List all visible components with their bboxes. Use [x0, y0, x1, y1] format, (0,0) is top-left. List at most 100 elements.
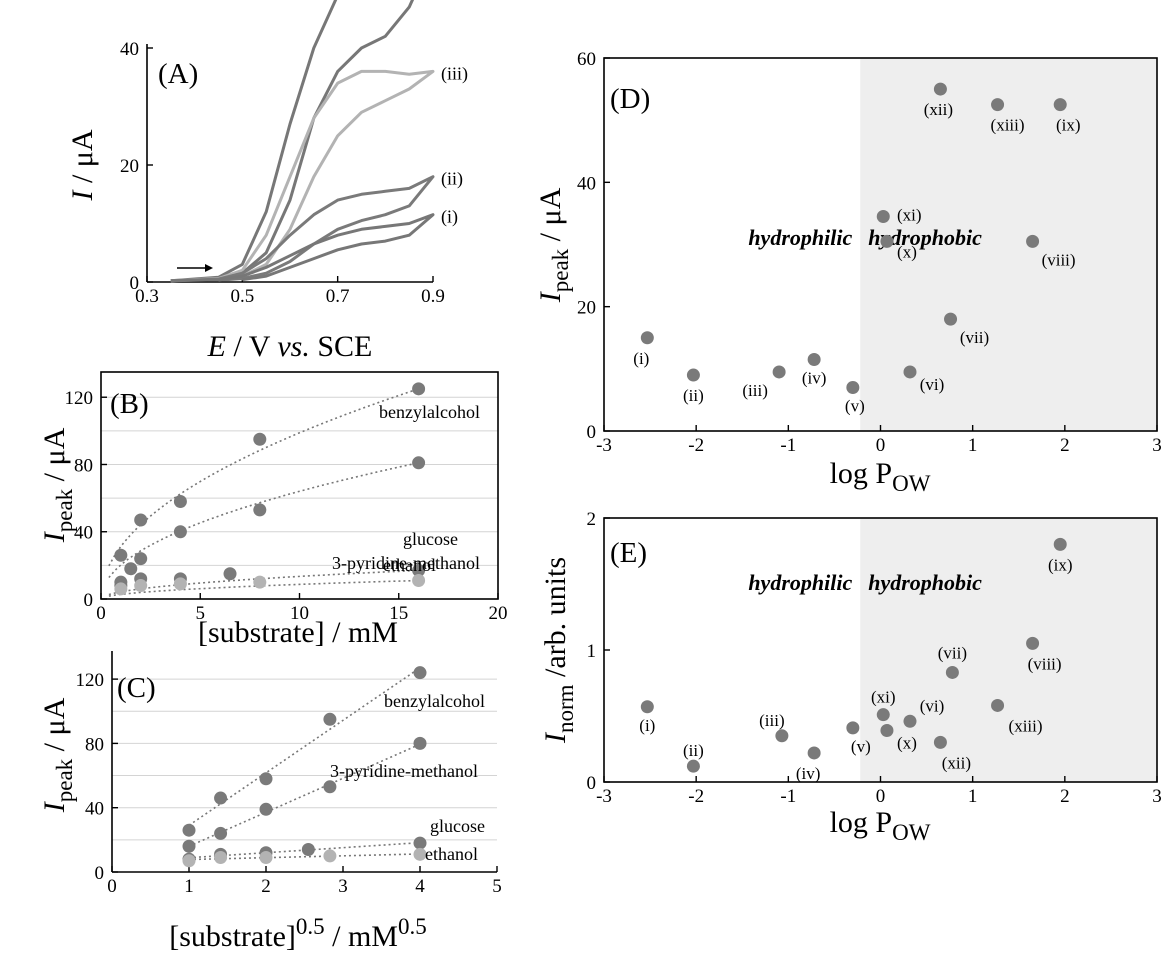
- chart-panel-a: 0.3 0.5 0.7 0.9 0 20 40 (A) I / μA E / V vs. SCE (…: [66, 0, 468, 363]
- data-point: [301, 842, 315, 856]
- curve-label: (iii): [441, 63, 468, 84]
- data-point: [846, 721, 860, 735]
- point-label: (v): [851, 737, 871, 756]
- y-tick-label: 20: [120, 156, 139, 177]
- x-tick-label: 0: [96, 603, 106, 624]
- data-point: [223, 567, 237, 581]
- data-point: [323, 849, 337, 863]
- data-point: [412, 563, 426, 577]
- y-axis-label: Inorm /arb. units: [539, 557, 578, 744]
- arrow-head: [205, 264, 213, 272]
- panel-label: (D): [610, 83, 650, 115]
- data-point: [253, 432, 267, 446]
- data-point: [214, 826, 228, 840]
- series-label: ethanol: [383, 555, 436, 575]
- x-tick-label: 3: [338, 876, 348, 897]
- point-label: (vii): [960, 328, 989, 347]
- hydrophobic-label: hydrophobic: [868, 570, 982, 595]
- data-point: [1026, 636, 1040, 650]
- data-point: [413, 736, 427, 750]
- y-tick-label: 120: [65, 388, 94, 409]
- x-axis-label: [substrate] / mM: [198, 616, 398, 649]
- y-axis-label: Ipeak / μA: [38, 427, 77, 543]
- point-label: (i): [633, 349, 649, 368]
- y-tick-label: 80: [74, 455, 93, 476]
- x-tick-label: 0.5: [230, 286, 254, 307]
- data-point: [944, 312, 958, 326]
- curve-label: (ii): [441, 169, 463, 190]
- cv-curve-iii: [170, 69, 435, 283]
- data-point: [134, 552, 148, 566]
- y-tick-label: 0: [84, 590, 94, 611]
- y-tick-label: 40: [74, 523, 93, 544]
- x-tick-label: 0: [107, 876, 117, 897]
- x-tick-label: 2: [261, 876, 271, 897]
- x-tick-label: 3: [1152, 786, 1162, 807]
- x-tick-label: 0: [876, 786, 886, 807]
- data-point: [182, 854, 196, 868]
- cv-curve-i: [170, 213, 435, 283]
- y-tick-label: 60: [577, 49, 596, 70]
- data-point: [903, 365, 917, 379]
- chart-panel-b: 0 5 10 15 20 0 40 80 120 (B) Ipeak / μA [substrate]…: [38, 371, 508, 649]
- point-label: (xiii): [1009, 716, 1043, 735]
- data-point: [413, 666, 427, 680]
- y-tick-label: 40: [120, 39, 139, 60]
- point-label: (ix): [1056, 116, 1081, 135]
- data-point: [876, 708, 890, 722]
- trend-line: [188, 853, 421, 861]
- x-tick-label: 5: [492, 876, 502, 897]
- data-point: [807, 746, 821, 760]
- data-point: [1053, 537, 1067, 551]
- x-tick-label: 0.3: [135, 286, 159, 307]
- data-point: [1053, 98, 1067, 112]
- data-point: [412, 456, 426, 470]
- data-point: [686, 759, 700, 773]
- x-tick-label: 15: [389, 603, 408, 624]
- data-point: [173, 577, 187, 591]
- x-axis-label: log POW: [830, 457, 931, 496]
- series-label: 3-pyridine-methanol: [330, 761, 478, 781]
- x-axis-label: [substrate]0.5 / mM0.5: [169, 914, 426, 953]
- data-point: [640, 331, 654, 345]
- data-point: [846, 380, 860, 394]
- x-tick-label: 0.9: [421, 286, 445, 307]
- data-point: [933, 735, 947, 749]
- y-tick-label: 0: [95, 863, 105, 884]
- x-tick-label: 1: [968, 435, 978, 456]
- data-point: [134, 579, 148, 593]
- data-point: [323, 712, 337, 726]
- point-label: (xii): [942, 753, 971, 772]
- x-tick-label: 2: [1060, 786, 1070, 807]
- point-label: (viii): [1028, 654, 1062, 673]
- data-point: [991, 98, 1005, 112]
- trend-line: [108, 388, 419, 567]
- x-axis-label: E / V vs. SCE: [207, 330, 373, 363]
- data-point: [686, 368, 700, 382]
- series-label: 3-pyridine-methanol: [332, 553, 480, 573]
- point-label: (iii): [742, 381, 768, 400]
- x-tick-label: 3: [1152, 435, 1162, 456]
- point-label: (vi): [920, 696, 945, 715]
- data-point: [259, 772, 273, 786]
- point-label: (xi): [897, 206, 922, 225]
- point-label: (xi): [871, 688, 896, 707]
- data-point: [876, 210, 890, 224]
- panel-label: (B): [110, 388, 149, 420]
- trend-line: [188, 667, 421, 826]
- point-label: (v): [845, 396, 865, 415]
- point-label: (ix): [1048, 555, 1073, 574]
- data-point: [933, 82, 947, 96]
- data-point: [173, 494, 187, 508]
- point-label: (ii): [683, 386, 704, 405]
- data-point: [214, 851, 228, 865]
- x-axis-label: log POW: [830, 806, 931, 845]
- data-point: [640, 700, 654, 714]
- x-tick-label: 1: [184, 876, 194, 897]
- data-point: [412, 574, 426, 588]
- data-point: [880, 724, 894, 738]
- series-label: glucose: [403, 529, 458, 549]
- cv-curve-ii: [170, 175, 435, 283]
- y-axis-label: I / μA: [66, 129, 99, 201]
- y-tick-label: 40: [577, 173, 596, 194]
